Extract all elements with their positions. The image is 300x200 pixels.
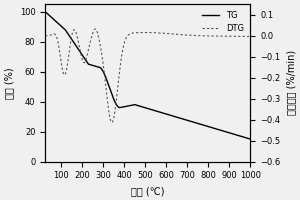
DTG (110, 121, 114, 124)
X-axis label: 温度 (℃): 温度 (℃) (131, 186, 164, 196)
DTG (94, 28, 97, 30)
TG (244, 137, 248, 139)
TG (131, 104, 134, 106)
DTG (248, 35, 252, 38)
Line: DTG: DTG (45, 29, 250, 122)
DTG (122, 43, 126, 45)
TG (44, 10, 47, 13)
TG (222, 130, 226, 132)
Y-axis label: 失重 (%): 失重 (%) (4, 67, 14, 99)
DTG (67, 55, 70, 58)
DTG (44, 34, 47, 37)
TG (79, 52, 83, 54)
TG (122, 106, 126, 108)
Line: TG: TG (45, 12, 250, 139)
TG (248, 138, 252, 140)
Legend: TG, DTG: TG, DTG (200, 8, 246, 36)
Y-axis label: 失重速率 (%/min): 失重速率 (%/min) (286, 50, 296, 115)
DTG (131, 32, 135, 34)
DTG (79, 52, 83, 55)
DTG (223, 35, 226, 37)
DTG (244, 35, 248, 38)
TG (67, 34, 70, 36)
